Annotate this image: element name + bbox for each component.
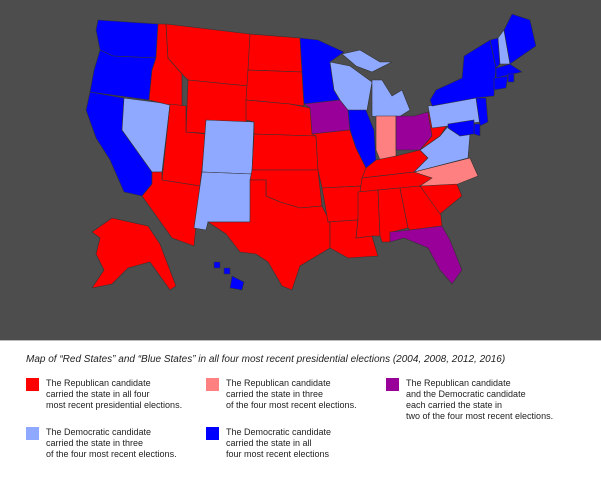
state-rhode-island (507, 73, 515, 83)
state-new-york (429, 39, 497, 107)
legend-swatch-purple (386, 378, 399, 391)
legend-swatch-blue (206, 427, 219, 440)
legend-swatch-light-red (206, 378, 219, 391)
state-arkansas (321, 185, 363, 223)
legend-item-red: The Republican candidate carried the sta… (26, 378, 182, 411)
state-michigan (341, 49, 411, 121)
legend-item-light-red: The Republican candidate carried the sta… (206, 378, 357, 411)
legend-text-red: The Republican candidate carried the sta… (46, 378, 183, 410)
state-connecticut (493, 75, 509, 91)
state-south-dakota (245, 69, 305, 107)
legend-text-blue: The Democratic candidate carried the sta… (226, 427, 332, 459)
state-north-carolina (412, 157, 479, 187)
legend-swatch-light-blue (26, 427, 39, 440)
map-area (0, 0, 601, 340)
state-new-mexico (193, 171, 253, 231)
map-caption: Map of “Red States” and “Blue States” in… (26, 354, 506, 365)
legend-text-light-red: The Republican candidate carried the sta… (226, 378, 357, 410)
state-maine (503, 13, 537, 65)
state-oregon (89, 49, 157, 101)
state-north-dakota (247, 33, 303, 73)
legend-item-blue: The Democratic candidate carried the sta… (206, 427, 331, 460)
state-hawaii (213, 261, 245, 291)
us-map (85, 13, 537, 291)
state-delaware (473, 123, 481, 137)
state-alaska (91, 217, 177, 291)
legend-item-purple: The Republican candidate and the Democra… (386, 378, 553, 422)
state-new-jersey (475, 97, 489, 127)
state-mississippi (355, 189, 381, 239)
state-florida (389, 225, 463, 285)
legend: Map of “Red States” and “Blue States” in… (0, 340, 601, 501)
legend-item-light-blue: The Democratic candidate carried the sta… (26, 427, 177, 460)
legend-text-light-blue: The Democratic candidate carried the sta… (46, 427, 177, 459)
state-maryland (447, 119, 475, 137)
state-massachusetts (495, 63, 523, 79)
state-texas (207, 179, 331, 291)
state-nebraska (245, 99, 317, 137)
legend-text-purple: The Republican candidate and the Democra… (406, 378, 554, 421)
state-indiana (375, 115, 397, 161)
state-colorado (201, 119, 255, 175)
legend-swatch-red (26, 378, 39, 391)
state-kansas (251, 133, 319, 171)
